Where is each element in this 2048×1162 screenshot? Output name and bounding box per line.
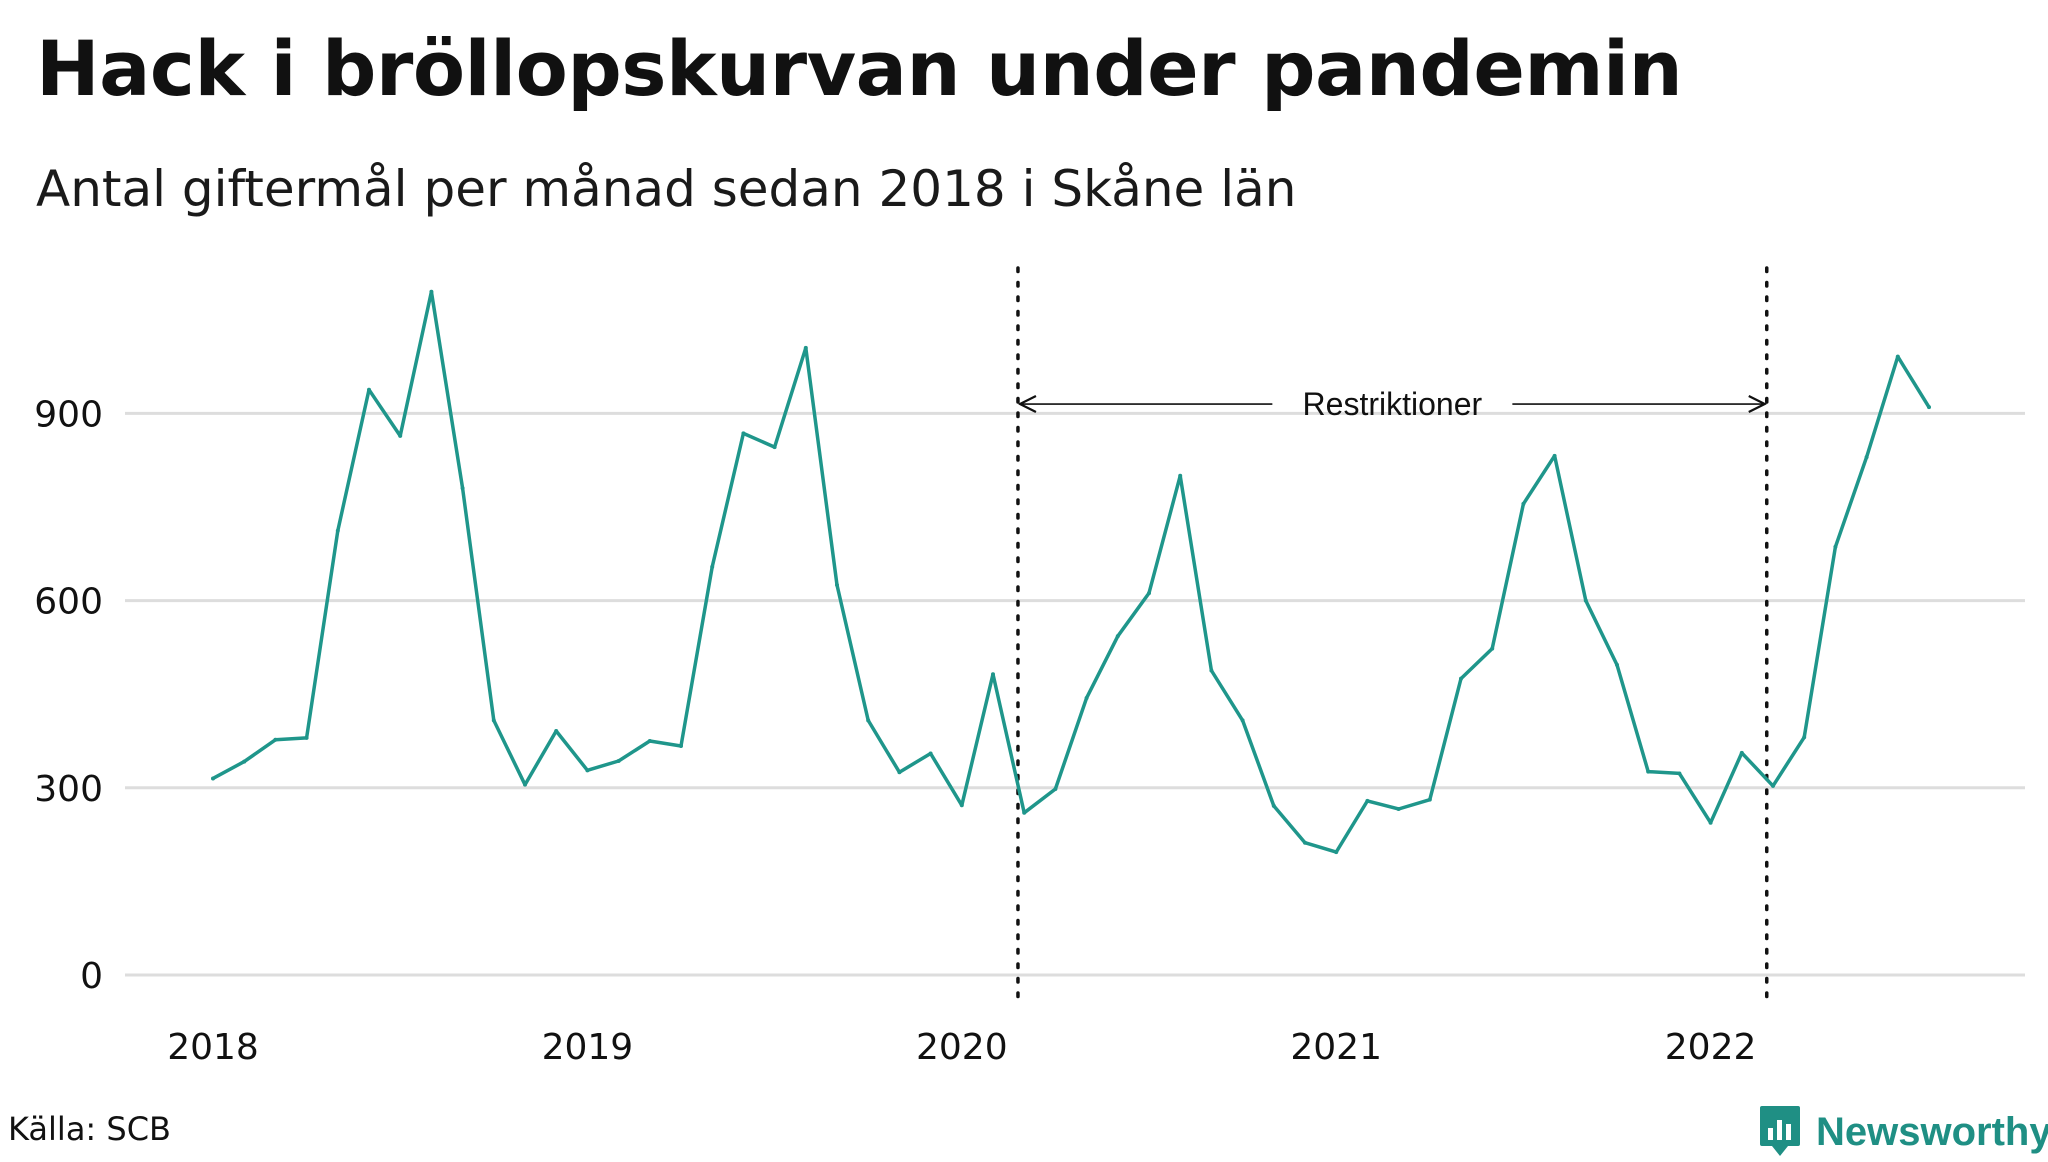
data-point	[1771, 783, 1775, 788]
data-point	[991, 672, 995, 677]
data-point	[429, 289, 434, 294]
data-point	[835, 583, 839, 587]
data-point	[1334, 850, 1339, 855]
data-point	[1708, 820, 1713, 825]
data-point	[1271, 803, 1276, 808]
x-tick-label: 2020	[916, 1027, 1008, 1068]
data-point	[1053, 787, 1058, 792]
x-tick-label: 2022	[1665, 1027, 1757, 1068]
data-point	[1022, 810, 1027, 815]
data-point	[491, 718, 496, 723]
data-point	[1115, 634, 1120, 639]
data-point	[1739, 750, 1744, 755]
data-point	[803, 345, 808, 350]
data-point	[1864, 455, 1869, 460]
data-point	[273, 737, 278, 742]
data-point	[1895, 354, 1900, 359]
data-point	[679, 743, 683, 748]
data-point	[959, 803, 964, 808]
chart-title: Hack i bröllopskurvan under pandemin	[36, 24, 1683, 113]
brand-logo[interactable]: Newsworthy	[1758, 1102, 2048, 1162]
y-tick-label: 900	[34, 394, 103, 435]
data-point	[242, 759, 247, 764]
data-point	[1240, 718, 1245, 723]
data-point	[1646, 769, 1651, 774]
x-tick-label: 2018	[167, 1027, 259, 1068]
data-point	[1084, 695, 1089, 700]
data-point	[1209, 668, 1214, 673]
data-point	[1365, 798, 1370, 803]
data-point	[1396, 807, 1401, 812]
x-tick-label: 2021	[1290, 1027, 1382, 1068]
restriction-label: Restriktioner	[1303, 386, 1483, 422]
data-point	[585, 768, 590, 773]
y-tick-label: 600	[34, 582, 103, 623]
x-tick-label: 2019	[542, 1027, 634, 1068]
data-point	[866, 718, 871, 723]
newsworthy-logo-icon	[1760, 1106, 1800, 1156]
data-point	[928, 751, 933, 756]
data-point	[1927, 405, 1931, 410]
y-tick-label: 0	[80, 956, 103, 997]
data-point	[1677, 771, 1682, 776]
data-point	[710, 564, 715, 569]
data-point	[1459, 676, 1463, 681]
data-point	[367, 387, 371, 392]
data-point	[523, 782, 527, 787]
data-point	[1521, 501, 1526, 506]
data-point	[772, 445, 777, 450]
chart-subtitle: Antal giftermål per månad sedan 2018 i S…	[36, 160, 1297, 218]
data-point	[647, 739, 652, 743]
data-point	[1147, 591, 1151, 596]
data-point	[554, 729, 559, 734]
data-point	[335, 528, 340, 533]
data-point	[616, 758, 621, 763]
data-point	[211, 776, 215, 781]
data-point	[304, 735, 309, 740]
data-point	[1303, 840, 1307, 845]
data-point	[1833, 544, 1838, 549]
data-point	[1490, 646, 1495, 651]
data-point	[1802, 735, 1807, 740]
data-point	[460, 486, 465, 491]
y-tick-label: 300	[34, 769, 103, 810]
data-point	[741, 431, 746, 436]
series-line	[211, 289, 1931, 854]
data-point	[398, 433, 403, 438]
brand-name: Newsworthy	[1816, 1109, 2048, 1154]
data-point	[1427, 797, 1432, 802]
source-note: Källa: SCB	[8, 1110, 171, 1148]
data-point	[1552, 453, 1557, 458]
data-point	[1615, 662, 1619, 667]
data-point	[1583, 598, 1588, 603]
data-point	[897, 770, 902, 775]
data-point	[1178, 473, 1183, 478]
